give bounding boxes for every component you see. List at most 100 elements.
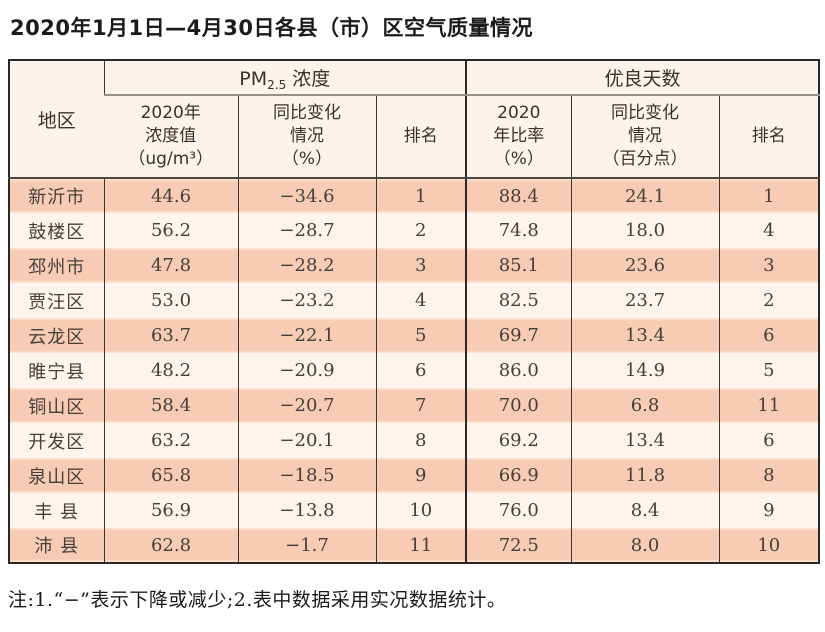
good-change-cell: 23.7 (570, 283, 720, 318)
good-rank-cell: 1 (718, 178, 820, 213)
pm-change-cell: −34.6 (237, 178, 376, 213)
table-row: 鼓楼区 56.2 −28.7 2 74.8 18.0 4 (9, 213, 820, 248)
good-rank-cell: 8 (718, 458, 820, 493)
good-change-cell: 8.0 (570, 528, 720, 563)
region-cell: 贾汪区 (9, 283, 104, 318)
table-row: 贾汪区 53.0 −23.2 4 82.5 23.7 2 (9, 283, 820, 318)
pm-change-cell: −13.8 (237, 493, 376, 528)
pm-rank-cell: 7 (375, 388, 467, 423)
col-header-pm-change: 同比变化 情况 （%） (237, 95, 376, 179)
pm-value-cell: 44.6 (103, 178, 238, 213)
pm-change-cell: −1.7 (237, 528, 376, 563)
good-rate-cell: 70.0 (465, 388, 572, 423)
good-rank-cell: 11 (718, 388, 820, 423)
pm-change-cell: −20.9 (237, 353, 376, 388)
good-rate-cell: 66.9 (465, 458, 572, 493)
col-group-good-days: 优良天数 (465, 60, 820, 96)
good-rank-cell: 6 (718, 318, 820, 353)
pm-value-cell: 63.2 (103, 423, 238, 458)
pm-change-cell: −18.5 (237, 458, 376, 493)
table-row: 云龙区 63.7 −22.1 5 69.7 13.4 6 (9, 318, 820, 353)
good-change-cell: 13.4 (570, 423, 720, 458)
good-rate-cell: 86.0 (465, 353, 572, 388)
table-row: 泉山区 65.8 −18.5 9 66.9 11.8 8 (9, 458, 820, 493)
col-header-pm-rank: 排名 (375, 95, 467, 179)
table-row: 丰 县 56.9 −13.8 10 76.0 8.4 9 (9, 493, 820, 528)
col-header-good-rate: 2020 年比率 （%） (465, 95, 572, 179)
col-header-region: 地区 (9, 60, 104, 179)
region-cell: 沛 县 (9, 528, 104, 563)
pm-value-cell: 58.4 (103, 388, 238, 423)
good-rank-cell: 6 (718, 423, 820, 458)
pm-rank-cell: 8 (375, 423, 467, 458)
good-change-cell: 24.1 (570, 178, 720, 213)
good-change-cell: 14.9 (570, 353, 720, 388)
good-change-cell: 11.8 (570, 458, 720, 493)
region-cell: 邳州市 (9, 248, 104, 283)
pm-value-cell: 62.8 (103, 528, 238, 563)
footnote: 注:1.“−”表示下降或减少;2.表中数据采用实况数据统计。 (8, 589, 507, 611)
good-rate-cell: 72.5 (465, 528, 572, 563)
good-rate-cell: 76.0 (465, 493, 572, 528)
good-rate-cell: 69.7 (465, 318, 572, 353)
group-header-row: 地区 PM2.5 浓度 优良天数 (9, 60, 820, 179)
good-change-cell: 13.4 (570, 318, 720, 353)
col-header-pm-value: 2020年 浓度值 （ug/m³） (104, 95, 238, 179)
good-rank-cell: 4 (718, 213, 820, 248)
good-change-cell: 23.6 (570, 248, 720, 283)
region-cell: 云龙区 (9, 318, 104, 353)
col-header-good-change: 同比变化 情况 （百分点） (570, 95, 720, 179)
pm-change-cell: −28.7 (237, 213, 376, 248)
region-cell: 泉山区 (9, 458, 104, 493)
page-title: 2020年1月1日—4月30日各县（市）区空气质量情况 (10, 16, 534, 40)
pm25-label-prefix: PM (239, 67, 268, 90)
pm-rank-cell: 5 (375, 318, 467, 353)
region-cell: 开发区 (9, 423, 104, 458)
good-rank-cell: 2 (718, 283, 820, 318)
pm-rank-cell: 9 (375, 458, 467, 493)
good-change-cell: 18.0 (570, 213, 720, 248)
pm-value-cell: 56.9 (103, 493, 238, 528)
pm-rank-cell: 11 (375, 528, 467, 563)
col-header-good-rank: 排名 (718, 95, 820, 179)
good-rank-cell: 10 (718, 528, 820, 563)
sub-header-row: 2020年 浓度值 （ug/m³） 同比变化 情况 （%） 排名 2020 年比… (9, 95, 820, 179)
good-rate-cell: 88.4 (465, 178, 572, 213)
table-row: 邳州市 47.8 −28.2 3 85.1 23.6 3 (9, 248, 820, 283)
good-rate-cell: 85.1 (465, 248, 572, 283)
pm-rank-cell: 3 (375, 248, 467, 283)
region-cell: 丰 县 (9, 493, 104, 528)
good-change-cell: 6.8 (570, 388, 720, 423)
table-row: 睢宁县 48.2 −20.9 6 86.0 14.9 5 (9, 353, 820, 388)
good-rate-cell: 82.5 (465, 283, 572, 318)
pm-change-cell: −20.1 (237, 423, 376, 458)
pm-rank-cell: 4 (375, 283, 467, 318)
pm25-label-subscript: 2.5 (267, 77, 287, 92)
pm-value-cell: 65.8 (103, 458, 238, 493)
pm-value-cell: 48.2 (103, 353, 238, 388)
pm-change-cell: −23.2 (237, 283, 376, 318)
table-body: 新沂市 44.6 −34.6 1 88.4 24.1 1 鼓楼区 56.2 −2… (9, 178, 820, 563)
table-row: 铜山区 58.4 −20.7 7 70.0 6.8 11 (9, 388, 820, 423)
good-change-cell: 8.4 (570, 493, 720, 528)
pm-rank-cell: 10 (375, 493, 467, 528)
good-rank-cell: 9 (718, 493, 820, 528)
region-cell: 鼓楼区 (9, 213, 104, 248)
pm-value-cell: 47.8 (103, 248, 238, 283)
region-cell: 新沂市 (9, 178, 104, 213)
pm-change-cell: −22.1 (237, 318, 376, 353)
pm-change-cell: −28.2 (237, 248, 376, 283)
pm-value-cell: 56.2 (103, 213, 238, 248)
good-rate-cell: 69.2 (465, 423, 572, 458)
pm-change-cell: −20.7 (237, 388, 376, 423)
good-rate-cell: 74.8 (465, 213, 572, 248)
pm-value-cell: 63.7 (103, 318, 238, 353)
region-cell: 铜山区 (9, 388, 104, 423)
table-row: 新沂市 44.6 −34.6 1 88.4 24.1 1 (9, 178, 820, 213)
pm-rank-cell: 6 (375, 353, 467, 388)
air-quality-table: 地区 PM2.5 浓度 优良天数 2020年 浓度值 （ug/m³） 同比变化 … (8, 59, 821, 564)
table-row: 开发区 63.2 −20.1 8 69.2 13.4 6 (9, 423, 820, 458)
col-group-pm25: PM2.5 浓度 (103, 60, 467, 96)
table-row: 沛 县 62.8 −1.7 11 72.5 8.0 10 (9, 528, 820, 563)
pm-rank-cell: 2 (375, 213, 467, 248)
